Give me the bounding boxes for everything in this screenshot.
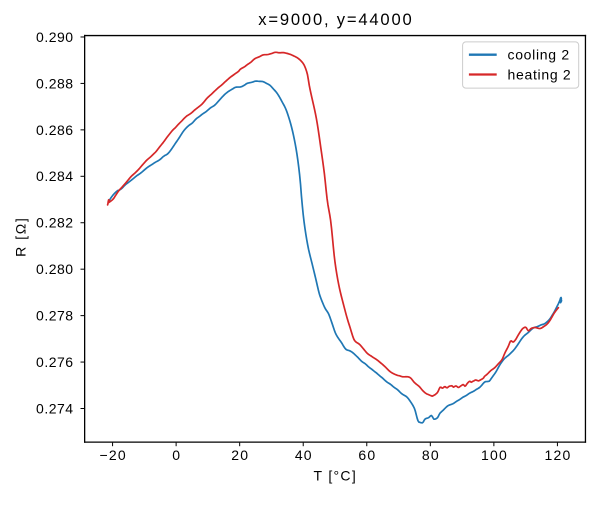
svg-text:T [°C]: T [°C]: [314, 467, 357, 483]
svg-text:0.286: 0.286: [36, 122, 74, 138]
svg-text:cooling 2: cooling 2: [508, 47, 570, 63]
svg-text:−20: −20: [99, 447, 126, 463]
svg-text:0.280: 0.280: [36, 261, 74, 277]
svg-text:120: 120: [545, 447, 572, 463]
svg-text:60: 60: [358, 447, 376, 463]
svg-text:0.290: 0.290: [36, 29, 74, 45]
svg-text:heating 2: heating 2: [508, 66, 572, 82]
svg-text:R [Ω]: R [Ω]: [12, 217, 28, 257]
svg-text:0.284: 0.284: [36, 168, 74, 184]
svg-text:0.276: 0.276: [36, 354, 74, 370]
svg-text:40: 40: [295, 447, 313, 463]
svg-text:20: 20: [231, 447, 249, 463]
svg-text:0.274: 0.274: [36, 400, 74, 416]
svg-text:x=9000, y=44000: x=9000, y=44000: [258, 10, 413, 29]
svg-text:0.278: 0.278: [36, 308, 74, 324]
svg-text:100: 100: [481, 447, 508, 463]
svg-text:0: 0: [172, 447, 181, 463]
svg-text:80: 80: [422, 447, 440, 463]
svg-text:0.282: 0.282: [36, 215, 74, 231]
svg-text:0.288: 0.288: [36, 75, 74, 91]
